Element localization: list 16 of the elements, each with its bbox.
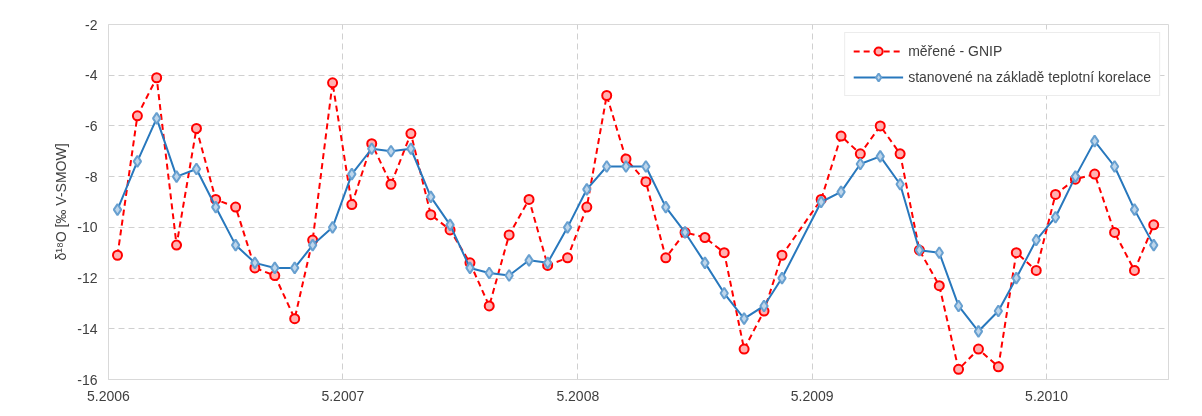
y-tick-label: -8 [85,168,98,185]
y-axis-title: δ¹⁸O [‰ V-SMOW] [53,143,70,261]
y-tick-label: -2 [85,16,98,33]
y-tick-label: -10 [77,219,98,236]
y-tick-label: -12 [77,270,98,287]
x-tick-label: 5.2007 [321,387,365,404]
y-tick-label: -14 [77,320,98,337]
x-tick-label: 5.2009 [790,387,834,404]
y-tick-label: -4 [85,67,98,84]
x-tick-label: 5.2006 [87,387,131,404]
y-tick-label: -6 [85,117,98,134]
x-tick-label: 5.2008 [556,387,600,404]
legend-label: měřené - GNIP [908,43,1003,59]
x-tick-label: 5.2010 [1025,387,1069,404]
y-tick-label: -16 [77,371,98,388]
legend-label: stanovené na základě teplotní korelace [908,69,1151,85]
